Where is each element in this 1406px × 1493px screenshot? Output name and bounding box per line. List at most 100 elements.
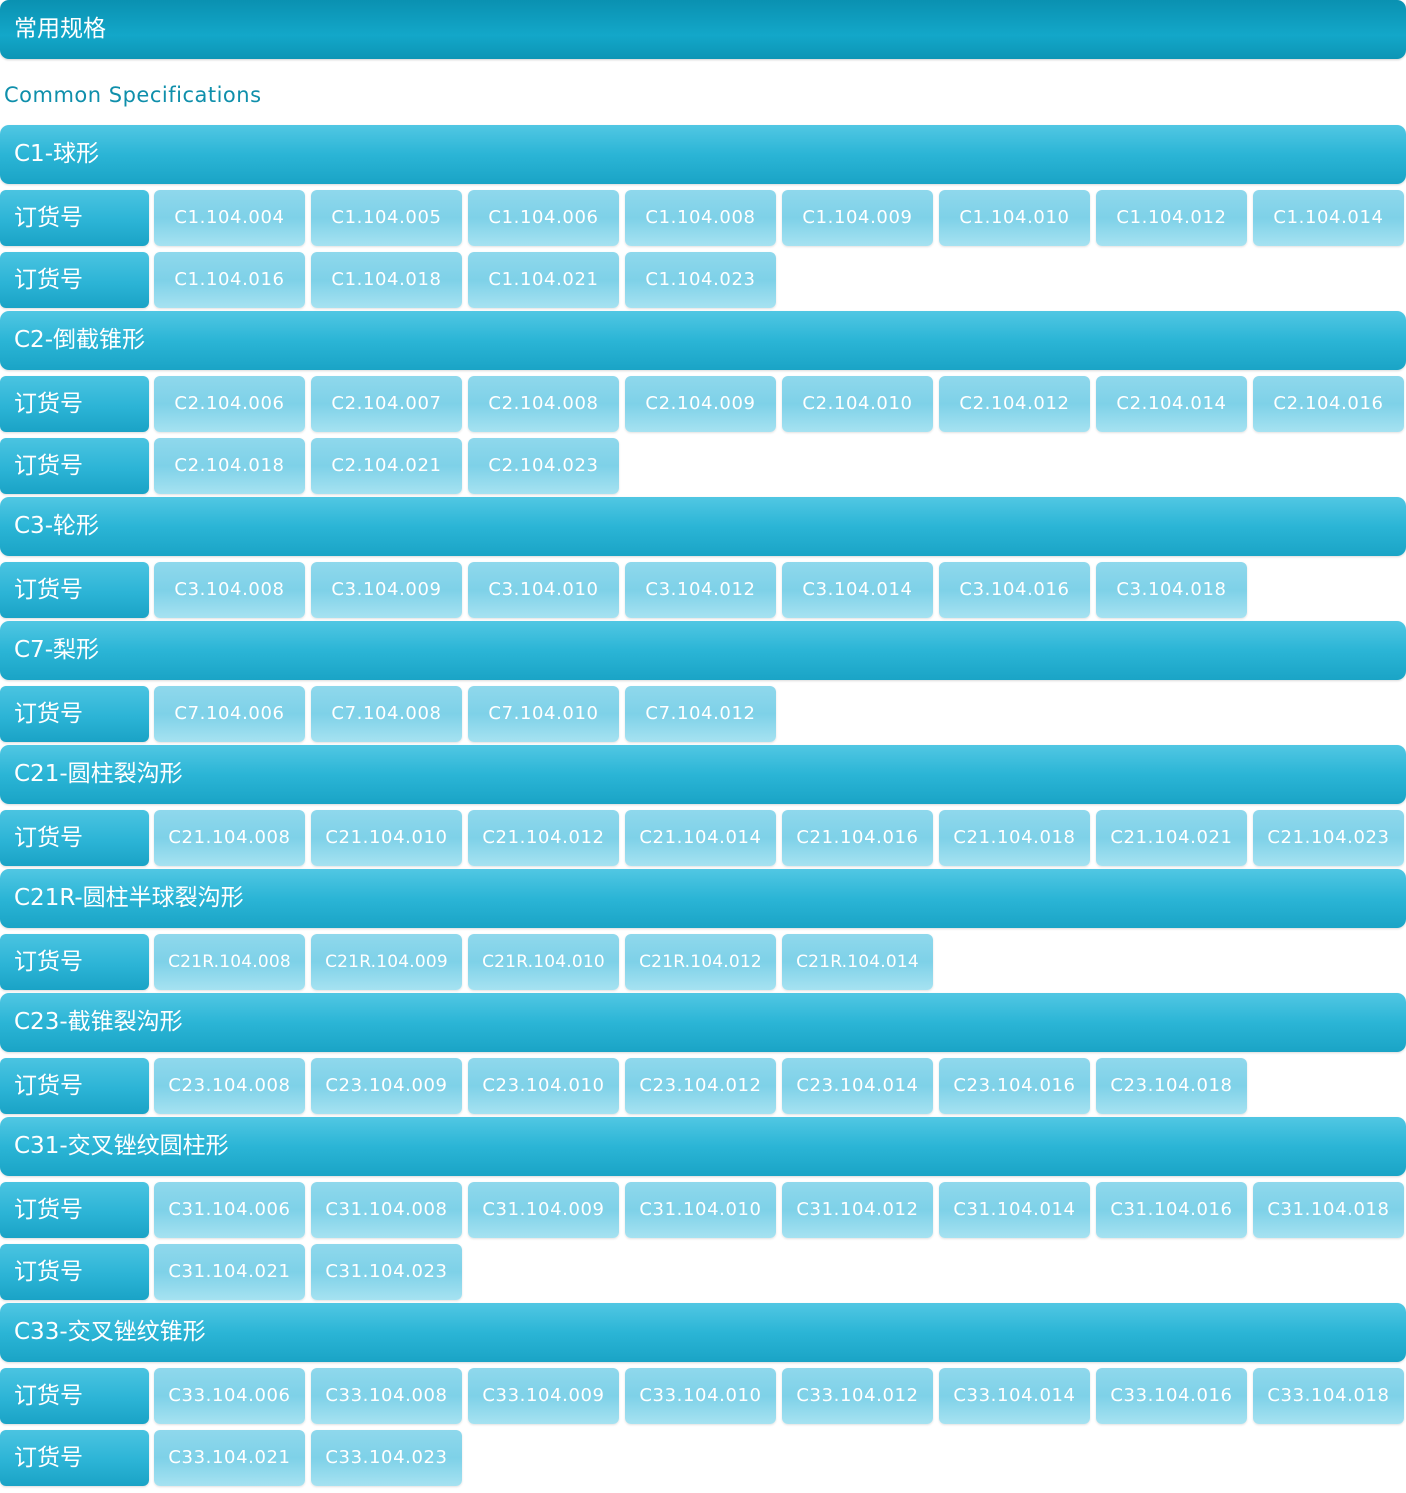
order-code-cell[interactable]: C7.104.010 — [468, 686, 619, 742]
order-code-cell[interactable]: C1.104.010 — [939, 190, 1090, 246]
order-code-cell[interactable]: C33.104.016 — [1096, 1368, 1247, 1424]
order-row: 订货号 C31.104.006 C31.104.008 C31.104.009 C31.… — [0, 1179, 1406, 1241]
section-header: C21R-圆柱半球裂沟形 — [0, 869, 1406, 928]
order-code-cell[interactable]: C33.104.006 — [154, 1368, 305, 1424]
order-code-cell[interactable]: C3.104.016 — [939, 562, 1090, 618]
spec-section: C3-轮形 订货号 C3.104.008 C3.104.009 C3.104.010 C3… — [0, 497, 1406, 621]
page-subtitle: Common Specifications — [4, 83, 262, 107]
order-code-cell[interactable]: C31.104.010 — [625, 1182, 776, 1238]
order-number-label: 订货号 — [0, 562, 149, 618]
order-code-cell[interactable]: C23.104.010 — [468, 1058, 619, 1114]
order-row: 订货号 C33.104.006 C33.104.008 C33.104.009 C33.… — [0, 1365, 1406, 1427]
order-code-cell[interactable]: C23.104.012 — [625, 1058, 776, 1114]
order-code-cell[interactable]: C7.104.008 — [311, 686, 462, 742]
order-code-cell[interactable]: C21R.104.009 — [311, 934, 462, 990]
order-code-cell[interactable]: C21.104.010 — [311, 810, 462, 866]
order-number-label: 订货号 — [0, 810, 149, 866]
order-code-cell[interactable]: C33.104.010 — [625, 1368, 776, 1424]
spec-section: C21-圆柱裂沟形 订货号 C21.104.008 C21.104.010 C21.10… — [0, 745, 1406, 869]
order-code-cell[interactable]: C23.104.014 — [782, 1058, 933, 1114]
order-code-cell[interactable]: C23.104.016 — [939, 1058, 1090, 1114]
order-code-cell[interactable]: C21.104.018 — [939, 810, 1090, 866]
order-number-label: 订货号 — [0, 1182, 149, 1238]
order-code-cell[interactable]: C31.104.006 — [154, 1182, 305, 1238]
order-code-cell[interactable]: C31.104.012 — [782, 1182, 933, 1238]
order-code-cell[interactable]: C33.104.012 — [782, 1368, 933, 1424]
order-code-cell[interactable]: C2.104.012 — [939, 376, 1090, 432]
order-code-cell[interactable]: C2.104.014 — [1096, 376, 1247, 432]
order-code-cell[interactable]: C23.104.008 — [154, 1058, 305, 1114]
order-number-label: 订货号 — [0, 686, 149, 742]
order-code-cell[interactable]: C21.104.016 — [782, 810, 933, 866]
section-header: C31-交叉锉纹圆柱形 — [0, 1117, 1406, 1176]
order-code-cell[interactable]: C21.104.008 — [154, 810, 305, 866]
page-title: 常用规格 — [0, 0, 1406, 59]
section-header: C2-倒截锥形 — [0, 311, 1406, 370]
order-code-cell[interactable]: C1.104.005 — [311, 190, 462, 246]
order-code-cell[interactable]: C2.104.009 — [625, 376, 776, 432]
order-code-cell[interactable]: C31.104.021 — [154, 1244, 305, 1300]
order-number-label: 订货号 — [0, 1244, 149, 1300]
order-code-cell[interactable]: C1.104.016 — [154, 252, 305, 308]
order-row: 订货号 C21R.104.008 C21R.104.009 C21R.104.010 C… — [0, 931, 1406, 993]
order-code-cell[interactable]: C21R.104.012 — [625, 934, 776, 990]
order-code-cell[interactable]: C31.104.018 — [1253, 1182, 1404, 1238]
spec-section: C1-球形 订货号 C1.104.004 C1.104.005 C1.104.006 C1… — [0, 125, 1406, 311]
order-code-cell[interactable]: C33.104.023 — [311, 1430, 462, 1486]
order-row: 订货号 C2.104.018 C2.104.021 C2.104.023 — [0, 435, 1406, 497]
order-code-cell[interactable]: C31.104.014 — [939, 1182, 1090, 1238]
order-code-cell[interactable]: C2.104.010 — [782, 376, 933, 432]
order-code-cell[interactable]: C1.104.014 — [1253, 190, 1404, 246]
order-code-cell[interactable]: C33.104.008 — [311, 1368, 462, 1424]
section-header: C1-球形 — [0, 125, 1406, 184]
spec-section: C2-倒截锥形 订货号 C2.104.006 C2.104.007 C2.104.008… — [0, 311, 1406, 497]
order-code-cell[interactable]: C31.104.008 — [311, 1182, 462, 1238]
order-code-cell[interactable]: C3.104.008 — [154, 562, 305, 618]
order-code-cell[interactable]: C21.104.012 — [468, 810, 619, 866]
order-code-cell[interactable]: C33.104.021 — [154, 1430, 305, 1486]
order-number-label: 订货号 — [0, 252, 149, 308]
order-code-cell[interactable]: C1.104.023 — [625, 252, 776, 308]
order-code-cell[interactable]: C21.104.023 — [1253, 810, 1404, 866]
order-number-label: 订货号 — [0, 438, 149, 494]
order-code-cell[interactable]: C33.104.009 — [468, 1368, 619, 1424]
order-code-cell[interactable]: C2.104.018 — [154, 438, 305, 494]
order-code-cell[interactable]: C23.104.018 — [1096, 1058, 1247, 1114]
order-code-cell[interactable]: C1.104.008 — [625, 190, 776, 246]
order-code-cell[interactable]: C1.104.009 — [782, 190, 933, 246]
order-code-cell[interactable]: C31.104.016 — [1096, 1182, 1247, 1238]
order-code-cell[interactable]: C3.104.012 — [625, 562, 776, 618]
order-code-cell[interactable]: C31.104.023 — [311, 1244, 462, 1300]
order-code-cell[interactable]: C3.104.014 — [782, 562, 933, 618]
order-code-cell[interactable]: C1.104.004 — [154, 190, 305, 246]
order-code-cell[interactable]: C7.104.012 — [625, 686, 776, 742]
order-code-cell[interactable]: C2.104.021 — [311, 438, 462, 494]
order-code-cell[interactable]: C21.104.021 — [1096, 810, 1247, 866]
order-code-cell[interactable]: C21R.104.014 — [782, 934, 933, 990]
order-code-cell[interactable]: C33.104.018 — [1253, 1368, 1404, 1424]
order-code-cell[interactable]: C1.104.006 — [468, 190, 619, 246]
order-code-cell[interactable]: C2.104.023 — [468, 438, 619, 494]
order-number-label: 订货号 — [0, 1368, 149, 1424]
order-code-cell[interactable]: C33.104.014 — [939, 1368, 1090, 1424]
order-code-cell[interactable]: C21R.104.010 — [468, 934, 619, 990]
section-header: C7-梨形 — [0, 621, 1406, 680]
order-code-cell[interactable]: C21.104.014 — [625, 810, 776, 866]
order-code-cell[interactable]: C1.104.012 — [1096, 190, 1247, 246]
order-row: 订货号 C2.104.006 C2.104.007 C2.104.008 C2.104.… — [0, 373, 1406, 435]
order-code-cell[interactable]: C3.104.009 — [311, 562, 462, 618]
order-code-cell[interactable]: C7.104.006 — [154, 686, 305, 742]
order-code-cell[interactable]: C2.104.007 — [311, 376, 462, 432]
order-row: 订货号 C7.104.006 C7.104.008 C7.104.010 C7.104.… — [0, 683, 1406, 745]
order-code-cell[interactable]: C1.104.021 — [468, 252, 619, 308]
order-code-cell[interactable]: C3.104.018 — [1096, 562, 1247, 618]
order-number-label: 订货号 — [0, 190, 149, 246]
order-code-cell[interactable]: C21R.104.008 — [154, 934, 305, 990]
order-code-cell[interactable]: C2.104.016 — [1253, 376, 1404, 432]
order-code-cell[interactable]: C1.104.018 — [311, 252, 462, 308]
order-code-cell[interactable]: C31.104.009 — [468, 1182, 619, 1238]
order-code-cell[interactable]: C23.104.009 — [311, 1058, 462, 1114]
order-code-cell[interactable]: C3.104.010 — [468, 562, 619, 618]
order-code-cell[interactable]: C2.104.006 — [154, 376, 305, 432]
order-code-cell[interactable]: C2.104.008 — [468, 376, 619, 432]
